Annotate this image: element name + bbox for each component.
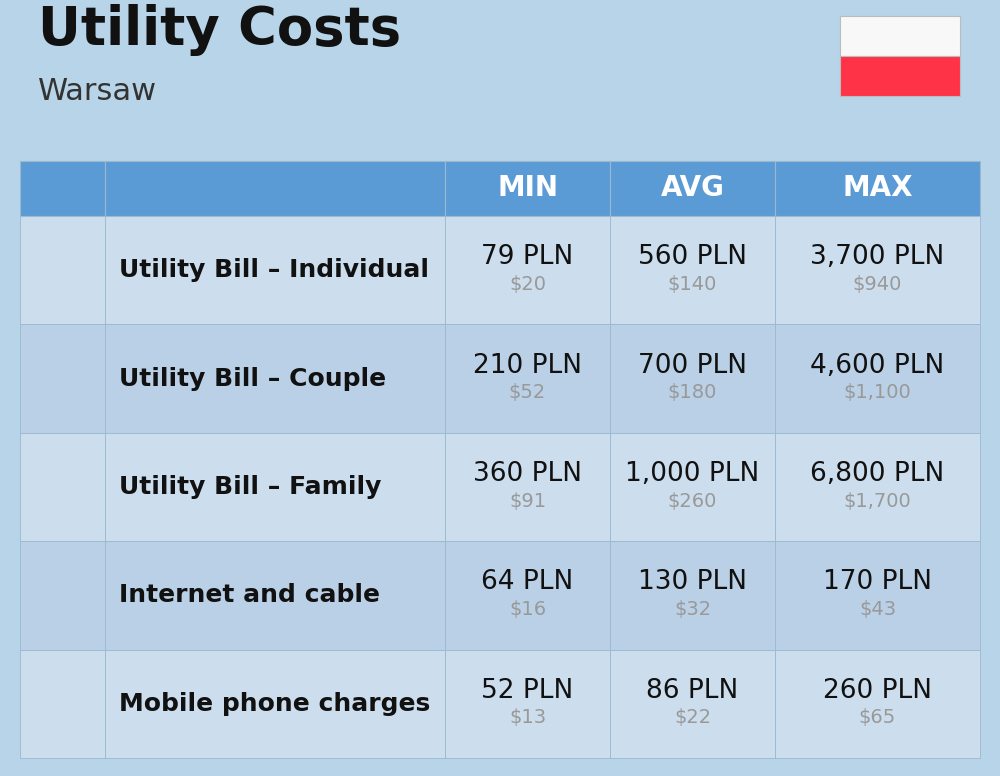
Text: 130 PLN: 130 PLN bbox=[638, 570, 747, 595]
Text: MIN: MIN bbox=[497, 175, 558, 203]
Text: 64 PLN: 64 PLN bbox=[481, 570, 574, 595]
Text: $1,700: $1,700 bbox=[844, 491, 911, 511]
Bar bbox=[20, 216, 105, 324]
Bar bbox=[840, 56, 960, 96]
Text: 560 PLN: 560 PLN bbox=[638, 244, 747, 270]
Bar bbox=[610, 541, 775, 650]
Bar bbox=[610, 433, 775, 541]
Text: $180: $180 bbox=[668, 383, 717, 402]
Text: $1,100: $1,100 bbox=[844, 383, 911, 402]
Bar bbox=[840, 16, 960, 56]
Bar bbox=[20, 433, 105, 541]
Bar bbox=[610, 650, 775, 758]
Bar bbox=[445, 161, 610, 216]
Text: 1,000 PLN: 1,000 PLN bbox=[625, 461, 760, 487]
Text: 700 PLN: 700 PLN bbox=[638, 352, 747, 379]
Text: 52 PLN: 52 PLN bbox=[481, 677, 574, 704]
Text: 3,700 PLN: 3,700 PLN bbox=[810, 244, 945, 270]
Text: 360 PLN: 360 PLN bbox=[473, 461, 582, 487]
Bar bbox=[20, 324, 105, 433]
Bar bbox=[775, 541, 980, 650]
Text: Utility Bill – Family: Utility Bill – Family bbox=[119, 475, 381, 499]
Text: $91: $91 bbox=[509, 491, 546, 511]
Text: Warsaw: Warsaw bbox=[38, 77, 157, 106]
Bar bbox=[775, 433, 980, 541]
Text: Internet and cable: Internet and cable bbox=[119, 584, 380, 608]
Bar bbox=[775, 216, 980, 324]
Bar bbox=[610, 216, 775, 324]
Bar bbox=[20, 541, 105, 650]
Text: 260 PLN: 260 PLN bbox=[823, 677, 932, 704]
Text: 210 PLN: 210 PLN bbox=[473, 352, 582, 379]
Bar bbox=[445, 541, 610, 650]
Text: Utility Bill – Couple: Utility Bill – Couple bbox=[119, 366, 386, 390]
Text: 86 PLN: 86 PLN bbox=[646, 677, 739, 704]
Text: $940: $940 bbox=[853, 275, 902, 293]
Text: 79 PLN: 79 PLN bbox=[481, 244, 574, 270]
Bar bbox=[105, 433, 445, 541]
Text: $32: $32 bbox=[674, 600, 711, 619]
Text: $140: $140 bbox=[668, 275, 717, 293]
Bar bbox=[105, 324, 445, 433]
Text: Mobile phone charges: Mobile phone charges bbox=[119, 691, 430, 715]
Bar bbox=[775, 324, 980, 433]
Bar bbox=[775, 161, 980, 216]
Text: AVG: AVG bbox=[661, 175, 724, 203]
Bar bbox=[20, 161, 105, 216]
Bar bbox=[775, 650, 980, 758]
Text: 170 PLN: 170 PLN bbox=[823, 570, 932, 595]
Text: $52: $52 bbox=[509, 383, 546, 402]
Bar bbox=[105, 541, 445, 650]
Bar bbox=[105, 216, 445, 324]
Text: 6,800 PLN: 6,800 PLN bbox=[810, 461, 945, 487]
Text: Utility Costs: Utility Costs bbox=[38, 4, 401, 56]
Text: 4,600 PLN: 4,600 PLN bbox=[810, 352, 945, 379]
Text: $22: $22 bbox=[674, 708, 711, 727]
Bar bbox=[105, 161, 445, 216]
Text: $43: $43 bbox=[859, 600, 896, 619]
Text: $20: $20 bbox=[509, 275, 546, 293]
Text: MAX: MAX bbox=[842, 175, 913, 203]
Text: $16: $16 bbox=[509, 600, 546, 619]
Text: $13: $13 bbox=[509, 708, 546, 727]
Bar bbox=[20, 650, 105, 758]
Bar bbox=[610, 324, 775, 433]
Bar bbox=[445, 324, 610, 433]
Bar bbox=[445, 216, 610, 324]
Text: $260: $260 bbox=[668, 491, 717, 511]
Text: Utility Bill – Individual: Utility Bill – Individual bbox=[119, 258, 429, 282]
Bar bbox=[610, 161, 775, 216]
Bar bbox=[105, 650, 445, 758]
Bar bbox=[445, 433, 610, 541]
Bar bbox=[445, 650, 610, 758]
Text: $65: $65 bbox=[859, 708, 896, 727]
